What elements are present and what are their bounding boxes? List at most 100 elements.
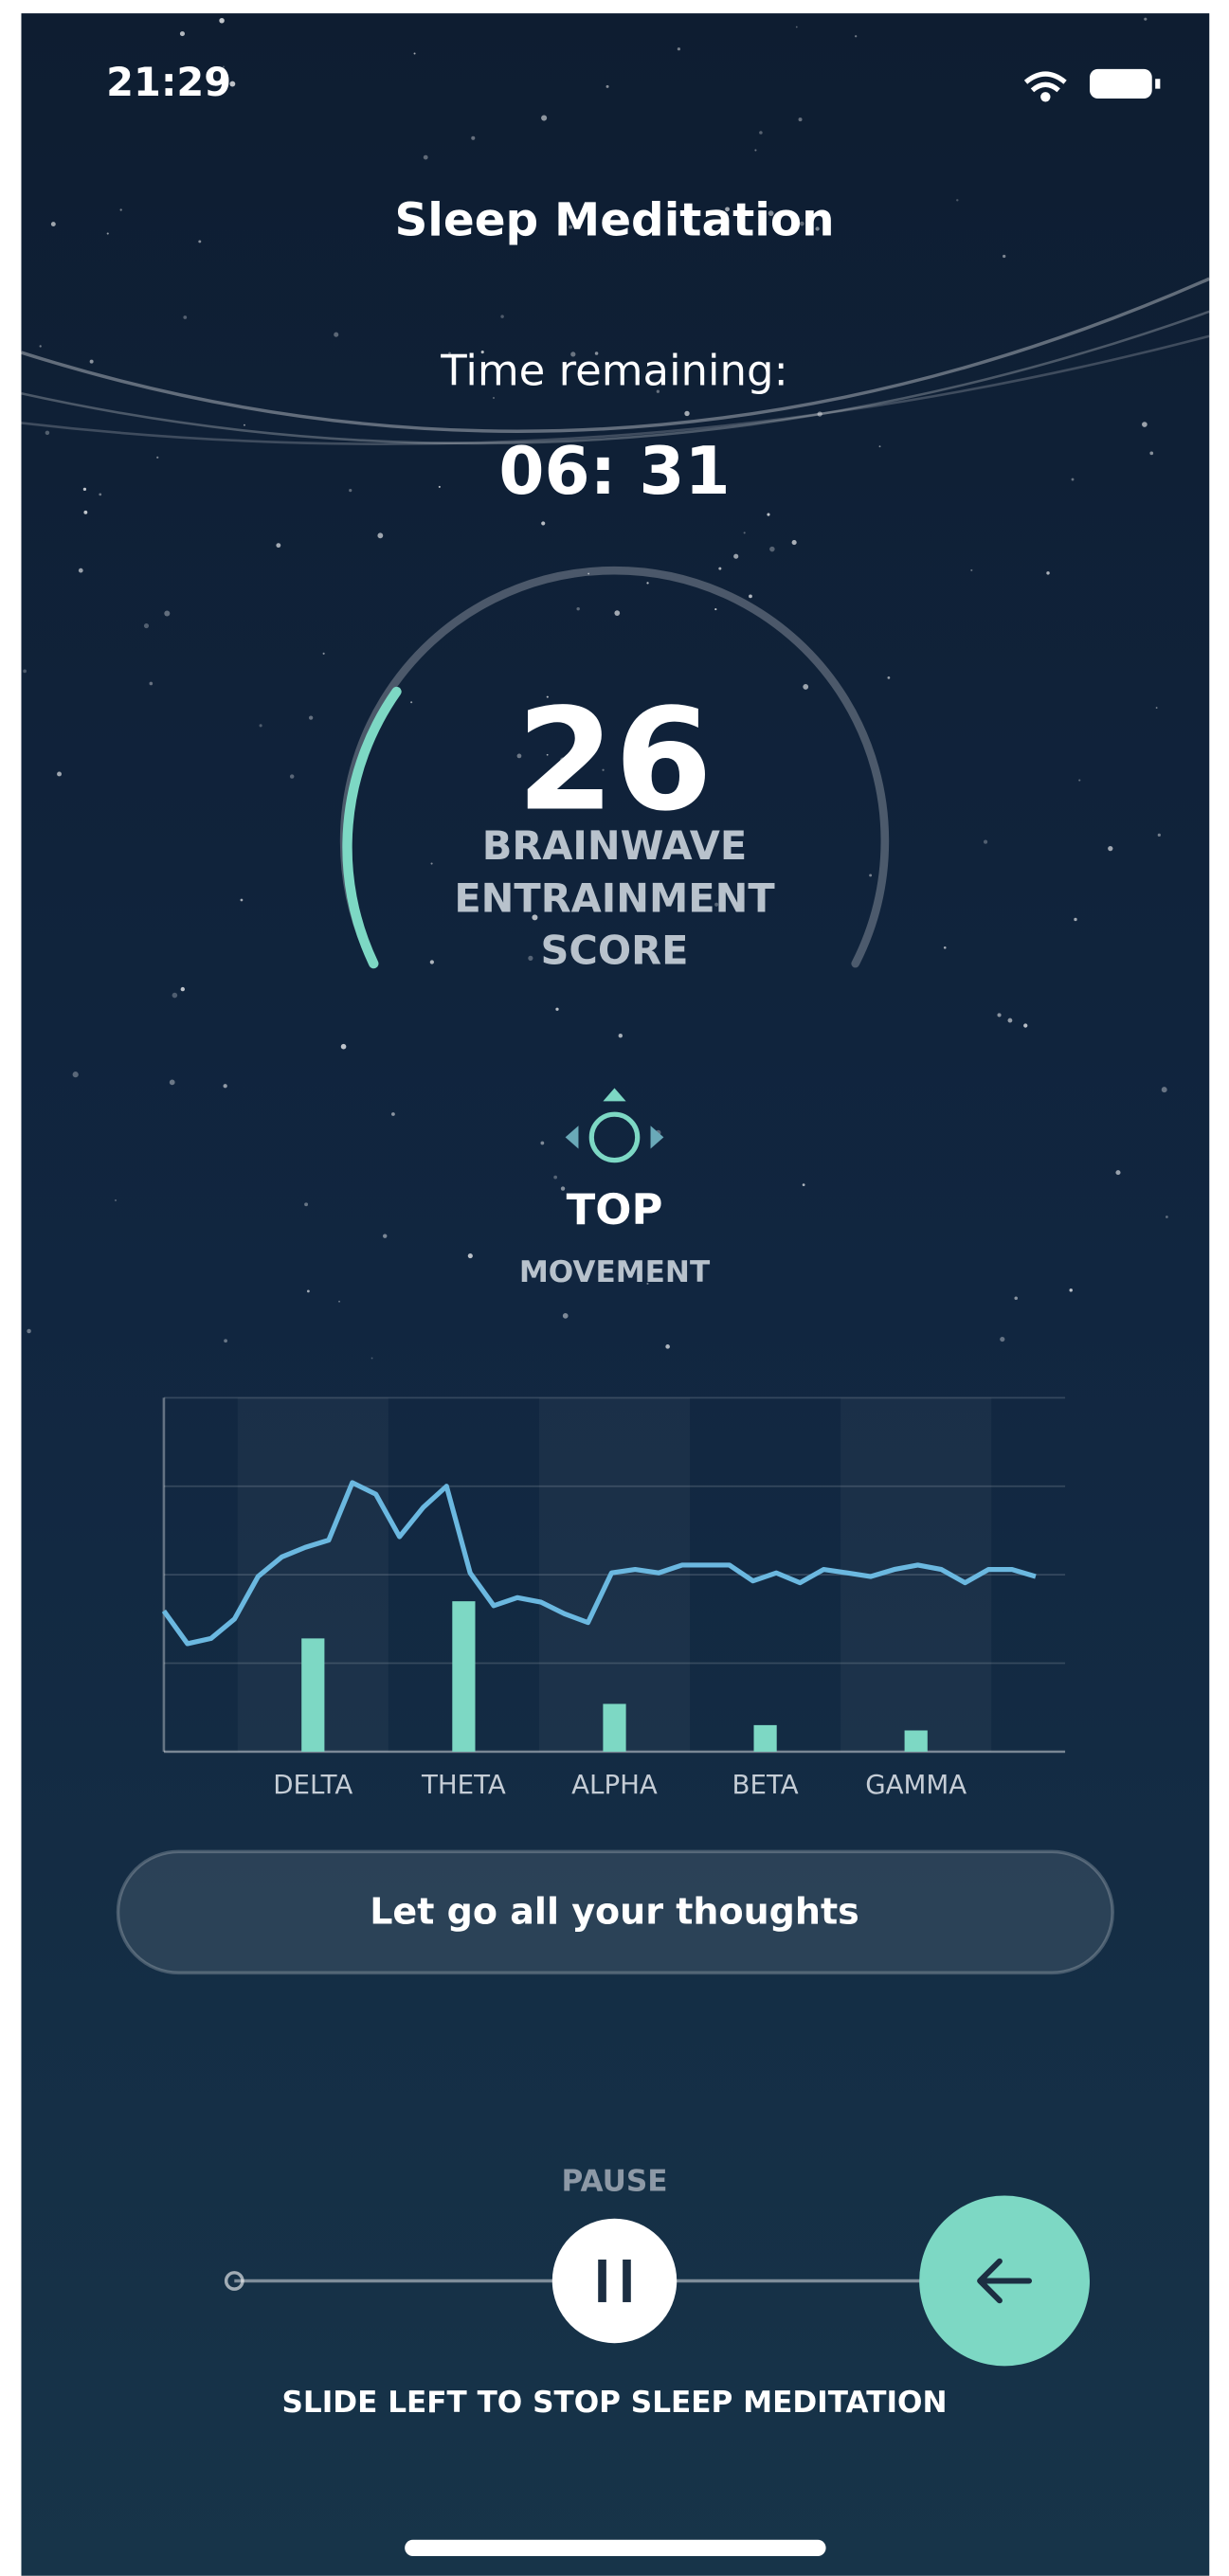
star [170, 1079, 175, 1085]
star [665, 1344, 670, 1349]
star [224, 1339, 227, 1342]
pause-button[interactable] [552, 2219, 677, 2343]
star [553, 1176, 557, 1180]
bar [452, 1601, 475, 1752]
star [150, 682, 154, 686]
bar [301, 1638, 324, 1752]
star [383, 1234, 387, 1237]
star [144, 623, 149, 628]
star [1074, 918, 1076, 921]
star [749, 595, 752, 599]
star [646, 582, 648, 584]
star [156, 457, 158, 459]
star [614, 610, 620, 616]
star [290, 774, 294, 778]
bar [753, 1725, 776, 1752]
star [1003, 255, 1005, 258]
star [1069, 1288, 1072, 1291]
star [1115, 1170, 1120, 1175]
star [956, 199, 958, 201]
star [1108, 846, 1112, 851]
prompt-text: Let go all your thoughts [370, 1891, 859, 1933]
score-label: BRAINWAVE [482, 822, 748, 869]
timer-label: Time remaining: [440, 346, 787, 396]
star [1149, 451, 1153, 455]
position-value: TOP [567, 1184, 663, 1234]
star [563, 1313, 569, 1319]
star [619, 1034, 623, 1037]
star [244, 424, 245, 426]
star [1166, 1216, 1168, 1218]
star [172, 993, 178, 999]
star [606, 85, 609, 88]
star [431, 862, 433, 864]
x-tick-label: THETA [421, 1769, 506, 1800]
screen: 21:29 Sleep Meditation Time remaining: 0… [0, 0, 1229, 2576]
star [796, 27, 798, 28]
star [99, 494, 101, 496]
star [260, 724, 262, 727]
pause-label: PAUSE [562, 2165, 668, 2199]
star [79, 568, 83, 573]
star [1142, 422, 1148, 427]
star [183, 315, 187, 319]
status-time: 21:29 [106, 59, 231, 105]
star [323, 653, 325, 655]
star [803, 684, 808, 690]
star [468, 1253, 473, 1258]
star [1156, 707, 1158, 709]
star [309, 715, 313, 719]
star [164, 610, 170, 616]
star [430, 960, 434, 964]
status-icons [1026, 69, 1161, 102]
star [541, 115, 547, 120]
star [276, 543, 280, 548]
star [119, 208, 121, 210]
star [1000, 1337, 1004, 1342]
star [107, 232, 109, 234]
score-label: SCORE [541, 928, 689, 974]
star [304, 1202, 308, 1206]
slide-hint: SLIDE LEFT TO STOP SLEEP MEDITATION [282, 2386, 948, 2420]
star [769, 547, 775, 552]
star [540, 1142, 544, 1145]
star [23, 669, 27, 673]
star [1072, 478, 1075, 481]
star [767, 513, 769, 516]
star [561, 1186, 565, 1190]
slide-handle[interactable] [919, 2196, 1090, 2367]
star [471, 136, 475, 140]
score-value: 26 [516, 679, 713, 843]
star [424, 155, 428, 160]
star [1008, 1018, 1013, 1023]
star [341, 1044, 347, 1050]
star [718, 567, 721, 570]
star [198, 240, 201, 243]
star [984, 840, 987, 844]
star [307, 1289, 310, 1292]
bar [905, 1730, 928, 1751]
star [241, 899, 244, 902]
star [1162, 1087, 1167, 1092]
star [83, 511, 87, 514]
timer-value: 06: 31 [498, 434, 730, 510]
star [338, 1301, 340, 1303]
bar [603, 1703, 625, 1751]
star [181, 987, 185, 991]
star [799, 117, 803, 121]
star [1078, 780, 1080, 782]
star [678, 47, 680, 50]
star [45, 431, 49, 435]
star [879, 445, 881, 447]
star [27, 1329, 31, 1334]
star [57, 772, 62, 777]
star [997, 1013, 1001, 1017]
star [414, 53, 416, 55]
x-tick-label: ALPHA [571, 1769, 658, 1800]
star [944, 946, 947, 949]
star [83, 488, 86, 491]
brainwave-chart: DELTATHETAALPHABETAGAMMA [164, 1397, 1065, 1800]
score-label: ENTRAINMENT [454, 874, 775, 921]
star [528, 956, 533, 961]
star [869, 874, 872, 876]
